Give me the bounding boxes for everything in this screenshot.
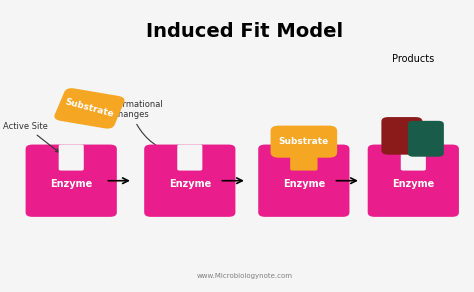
Text: Enzyme: Enzyme	[392, 179, 435, 189]
Text: Conformational
Changes: Conformational Changes	[98, 100, 177, 155]
Text: Enzyme: Enzyme	[169, 179, 211, 189]
FancyBboxPatch shape	[401, 145, 426, 171]
Text: Substrate: Substrate	[279, 137, 329, 146]
FancyBboxPatch shape	[177, 145, 202, 171]
Text: Induced Fit Model: Induced Fit Model	[146, 22, 343, 41]
Text: Enzyme: Enzyme	[50, 179, 92, 189]
Text: Enzyme: Enzyme	[283, 179, 325, 189]
FancyBboxPatch shape	[382, 117, 422, 155]
FancyBboxPatch shape	[26, 145, 117, 217]
Text: Active Site: Active Site	[3, 122, 59, 152]
Text: Products: Products	[392, 54, 435, 64]
Text: www.Microbiologynote.com: www.Microbiologynote.com	[197, 273, 292, 279]
FancyBboxPatch shape	[144, 145, 236, 217]
FancyBboxPatch shape	[258, 145, 349, 217]
FancyBboxPatch shape	[59, 145, 84, 171]
FancyBboxPatch shape	[271, 126, 337, 158]
Text: Substrate: Substrate	[64, 98, 115, 119]
FancyBboxPatch shape	[290, 145, 318, 171]
FancyBboxPatch shape	[368, 145, 459, 217]
FancyBboxPatch shape	[408, 121, 444, 157]
FancyBboxPatch shape	[55, 88, 125, 129]
